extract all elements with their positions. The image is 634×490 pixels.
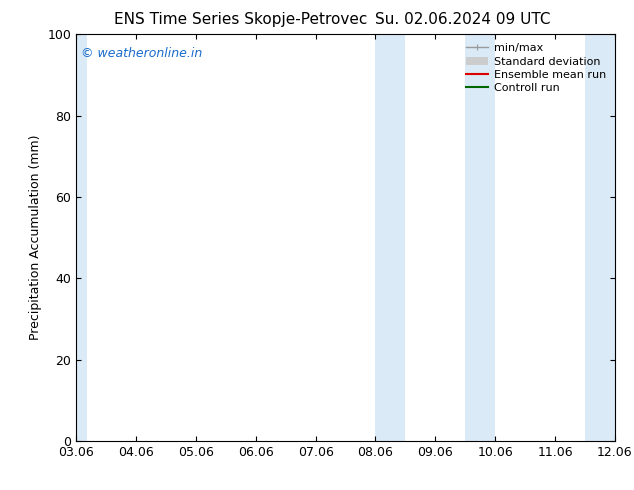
Bar (375, 34, 405, 441)
Bar (585, 34, 615, 441)
Text: © weatheronline.in: © weatheronline.in (81, 47, 203, 59)
Text: Su. 02.06.2024 09 UTC: Su. 02.06.2024 09 UTC (375, 12, 550, 27)
Bar (465, 34, 495, 441)
Legend: min/max, Standard deviation, Ensemble mean run, Controll run: min/max, Standard deviation, Ensemble me… (463, 40, 609, 97)
Bar (76, 34, 87, 441)
Y-axis label: Precipitation Accumulation (mm): Precipitation Accumulation (mm) (29, 135, 42, 341)
Text: ENS Time Series Skopje-Petrovec: ENS Time Series Skopje-Petrovec (114, 12, 368, 27)
